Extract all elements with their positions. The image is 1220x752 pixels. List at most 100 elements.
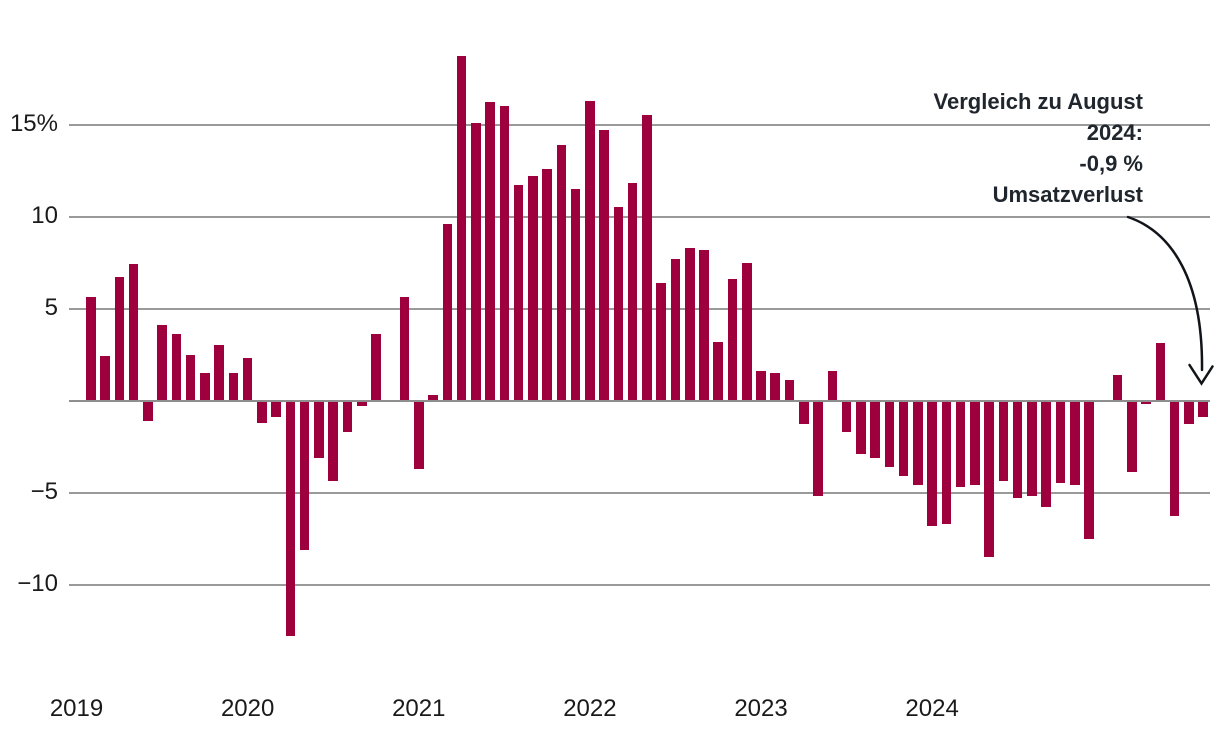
bar-2022-12: [741, 262, 752, 401]
bar-2021-07: [499, 106, 510, 401]
bar-2024-09: [1041, 400, 1051, 508]
bar-2024-02: [941, 400, 952, 524]
bar-2023-11: [898, 400, 909, 476]
bar-2023-02: [770, 372, 781, 401]
y-axis-tick-label: 15%: [9, 109, 58, 137]
bar-2024-04: [970, 400, 980, 486]
annotation-arrowhead: [1188, 363, 1214, 386]
bar-2021-11: [556, 144, 567, 401]
bar-2021-10: [542, 168, 552, 401]
bar-2023-10: [884, 400, 895, 467]
bar-2024-03: [955, 400, 966, 487]
bar-2025-08: [1198, 400, 1208, 418]
x-axis-year-label-2019: 2019: [49, 695, 104, 722]
bar-2023-09: [870, 400, 880, 458]
bar-2022-05: [642, 115, 652, 401]
bar-2022-02: [599, 130, 609, 401]
bar-2024-10: [1055, 400, 1066, 484]
bar-2020-05: [299, 400, 310, 550]
bar-2020-03: [271, 400, 281, 418]
bar-2021-09: [528, 176, 538, 401]
bar-2023-12: [913, 400, 923, 486]
bar-2024-05: [984, 400, 994, 557]
bar-2022-07: [670, 258, 681, 401]
annotation-line-3: -0,9 %: [1079, 151, 1143, 176]
y-axis-tick-label: 10: [31, 201, 58, 229]
bar-2024-08: [1027, 400, 1037, 497]
bar-2025-06: [1169, 400, 1180, 517]
bar-2021-06: [485, 102, 495, 401]
bar-2022-01: [585, 100, 595, 401]
bar-2019-03: [100, 356, 110, 401]
gridline-15: [69, 123, 1210, 126]
bar-2024-12: [1084, 400, 1094, 539]
bar-2019-06: [143, 400, 153, 421]
bar-2025-02: [1112, 374, 1123, 401]
gridline-5: [69, 307, 1210, 310]
x-axis-year-label-2022: 2022: [563, 695, 617, 722]
bar-2020-02: [257, 400, 267, 423]
bar-2021-02: [428, 394, 438, 401]
bar-2019-07: [157, 325, 167, 401]
bar-2021-03: [442, 223, 453, 401]
y-axis-tick-label: −5: [30, 477, 58, 505]
bar-2019-09: [185, 354, 196, 401]
bar-2022-11: [727, 279, 738, 401]
bar-2020-08: [342, 400, 353, 432]
bar-2019-12: [228, 372, 239, 401]
y-axis-tick-label: −10: [17, 569, 58, 597]
bar-2021-05: [471, 122, 481, 401]
bar-2020-01: [242, 358, 253, 401]
bar-2025-05: [1155, 343, 1166, 401]
gridline-0: [69, 399, 1210, 402]
bar-2022-03: [613, 207, 624, 401]
chart-annotation: Vergleich zu August 2024: -0,9 % Umsatzv…: [934, 86, 1143, 210]
bar-2020-09: [356, 400, 367, 407]
bar-2019-10: [200, 372, 210, 401]
annotation-line-2: 2024:: [1086, 120, 1143, 145]
bar-2019-11: [214, 345, 224, 401]
bar-2022-06: [656, 282, 666, 401]
bar-2021-01: [413, 400, 424, 469]
annotation-line-1: Vergleich zu August: [933, 89, 1143, 114]
bar-2020-06: [314, 400, 324, 458]
bar-2020-10: [371, 334, 381, 401]
bar-2024-06: [998, 400, 1009, 482]
y-axis-tick-label: 5: [44, 293, 58, 321]
x-axis-year-label-2024: 2024: [905, 695, 959, 722]
x-axis-year-label-2021: 2021: [392, 695, 446, 722]
bar-2019-08: [171, 334, 182, 401]
bar-2024-11: [1069, 400, 1080, 486]
bar-2019-02: [86, 297, 96, 401]
bar-2019-04: [114, 277, 125, 401]
bar-2023-06: [827, 371, 838, 401]
bar-2025-04: [1141, 400, 1151, 405]
bar-2021-12: [570, 188, 581, 401]
annotation-line-4: Umsatzverlust: [992, 182, 1143, 207]
bar-2022-09: [699, 249, 709, 401]
bar-2023-08: [856, 400, 866, 454]
bar-2022-04: [627, 183, 638, 401]
bar-2020-07: [328, 400, 338, 482]
bar-2023-01: [756, 371, 766, 401]
bar-2020-04: [285, 400, 296, 637]
bar-2024-01: [927, 400, 937, 526]
bar-2022-08: [684, 247, 695, 401]
bar-2022-10: [713, 341, 724, 401]
bar-2023-05: [813, 400, 823, 497]
gridline-10: [69, 215, 1210, 218]
x-axis-year-label-2023: 2023: [734, 695, 788, 722]
bar-2023-03: [784, 380, 795, 401]
x-axis-year-label-2020: 2020: [220, 695, 275, 722]
bar-2020-12: [399, 297, 410, 401]
bar-2021-08: [513, 185, 524, 401]
bar-2023-07: [841, 400, 852, 432]
gridline--10: [69, 583, 1210, 586]
gridline--5: [69, 491, 1210, 494]
bar-2025-03: [1126, 400, 1137, 473]
bar-2019-05: [128, 264, 139, 401]
bar-2021-04: [456, 56, 467, 401]
bar-2024-07: [1012, 400, 1023, 499]
bar-2023-04: [799, 400, 809, 425]
